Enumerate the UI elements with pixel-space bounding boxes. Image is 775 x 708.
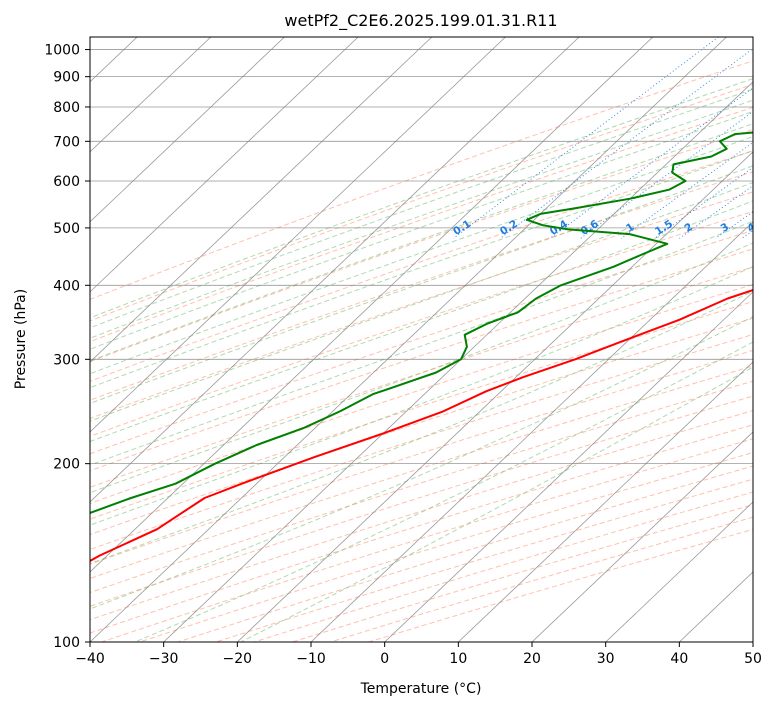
mixing-ratio-label: 4 [745, 221, 758, 235]
y-tick-label: 700 [53, 134, 80, 150]
dry-adiabat-line [90, 283, 753, 504]
y-tick-label: 100 [53, 635, 80, 651]
isotherm-line [90, 37, 654, 573]
plot-area: 0.10.20.40.611.523456810131620253036 [90, 37, 758, 642]
x-tick-label: −30 [149, 651, 179, 667]
plot-frame [89, 36, 754, 643]
moist-adiabat-line [90, 110, 753, 350]
moist-adiabat-line [90, 88, 753, 329]
dry-adiabat-line [90, 150, 753, 382]
isotherm-line [90, 37, 359, 293]
dry-adiabat-line [90, 229, 753, 455]
y-tick-label: 1000 [44, 43, 80, 59]
moist-adiabat-line [90, 181, 753, 422]
x-tick-label: 10 [449, 651, 467, 667]
isotherm-line [605, 501, 753, 642]
dry-adiabat-line [90, 333, 753, 550]
dry-adiabat-line [90, 191, 753, 420]
dry-adiabat-line [90, 349, 753, 565]
dewpoint-line [90, 122, 753, 515]
y-tick-label: 800 [53, 100, 80, 116]
x-axis-label: Temperature (°C) [360, 681, 482, 697]
x-tick-label: 20 [523, 651, 541, 667]
isotherm-line [531, 431, 753, 642]
moist-adiabat-line [90, 78, 753, 319]
dry-adiabat-line [90, 317, 753, 536]
isotherm-line [237, 151, 753, 642]
dry-adiabat-line [90, 106, 753, 343]
dry-adiabat-line [90, 210, 753, 437]
isotherm-line [90, 37, 212, 153]
x-tick-label: −40 [75, 651, 105, 667]
y-tick-label: 400 [53, 278, 80, 294]
dry-adiabat-line [90, 248, 753, 472]
mixing-ratio-line [654, 166, 753, 239]
y-tick-label: 500 [53, 221, 80, 237]
isotherm-line [90, 37, 433, 363]
y-tick-label: 200 [53, 457, 80, 473]
mixing-ratio-lines [453, 37, 753, 239]
x-tick-label: −20 [223, 651, 253, 667]
y-axis-label: Pressure (hPa) [13, 289, 29, 389]
x-tick-label: 50 [744, 651, 762, 667]
dry-adiabat-line [90, 395, 753, 607]
moist-adiabat-line [90, 165, 753, 404]
chart-title: wetPf2_C2E6.2025.199.01.31.R11 [284, 11, 557, 31]
x-axis-ticks: −40 −30 −20 −10 0 10 20 30 40 50 [75, 642, 762, 667]
moist-adiabat-line [90, 220, 753, 466]
isotherm-line [163, 81, 753, 642]
isotherm-line [384, 291, 753, 642]
isotherm-line [90, 37, 727, 642]
pressure-gridlines [90, 49, 753, 642]
y-tick-label: 300 [53, 352, 80, 368]
dry-adiabats [90, 60, 753, 642]
dry-adiabat-line [90, 380, 753, 594]
moist-adiabat-line [90, 150, 753, 389]
isotherm-line [90, 37, 285, 223]
isotherms [90, 37, 753, 642]
y-axis-ticks: 1000 900 800 700 600 500 400 300 200 100 [44, 43, 90, 651]
dry-adiabat-line [90, 365, 753, 580]
sounding-series [90, 122, 753, 563]
x-tick-label: 0 [380, 651, 389, 667]
isotherm-line [90, 37, 580, 503]
dry-adiabat-line [90, 266, 753, 488]
isotherm-line [458, 361, 753, 642]
temperature-line [90, 289, 753, 563]
dry-adiabat-line [90, 60, 753, 300]
moist-adiabats [90, 78, 753, 642]
dry-adiabat-line [90, 300, 753, 520]
y-tick-label: 600 [53, 174, 80, 190]
isotherm-line [90, 37, 506, 433]
x-tick-label: 30 [597, 651, 615, 667]
dry-adiabat-line [90, 171, 753, 401]
x-tick-label: −10 [296, 651, 326, 667]
mixing-ratio-line [453, 37, 719, 239]
y-tick-label: 900 [53, 70, 80, 86]
x-tick-label: 40 [670, 651, 688, 667]
dry-adiabat-line [90, 128, 753, 363]
moist-adiabat-line [90, 316, 753, 610]
